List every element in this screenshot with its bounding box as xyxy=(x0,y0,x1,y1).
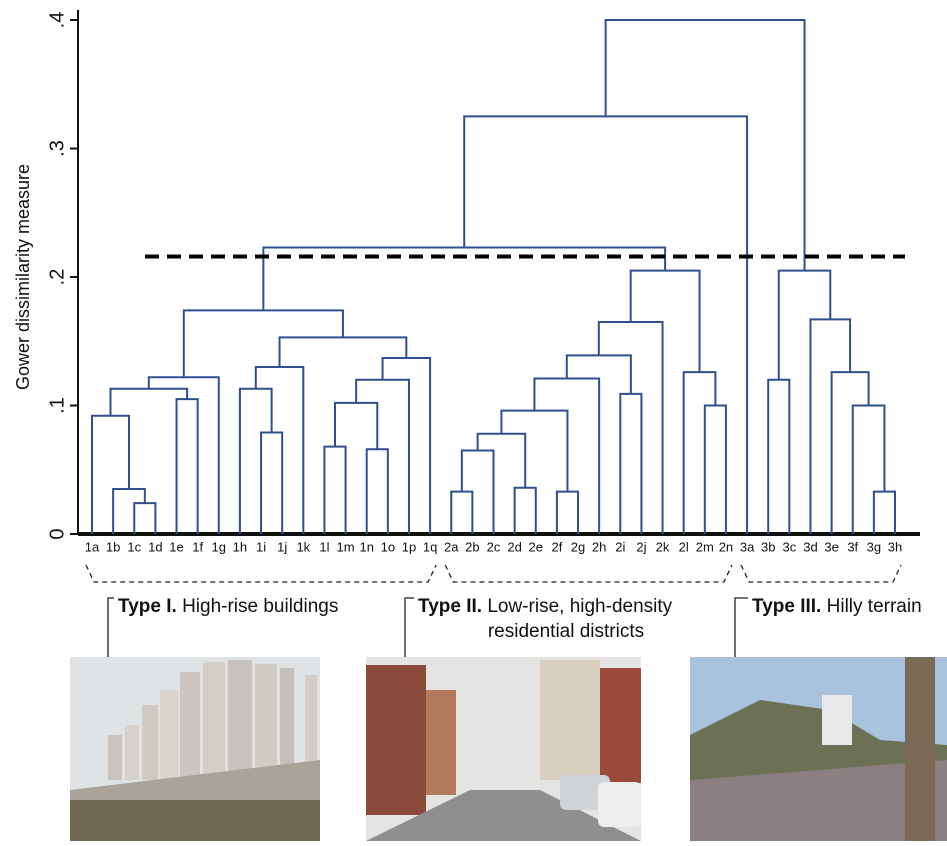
merge-link xyxy=(768,380,789,534)
leaf-label: 1d xyxy=(148,539,162,554)
leaf-label: 1j xyxy=(277,539,287,554)
merge-link xyxy=(324,447,345,534)
leaf-label: 3h xyxy=(888,539,902,554)
merge-link xyxy=(383,358,431,534)
group-name: Type III. xyxy=(752,596,821,617)
leaf-label: 3e xyxy=(824,539,838,554)
leaf-label: 1g xyxy=(212,539,226,554)
merge-link xyxy=(240,389,272,534)
merge-link xyxy=(256,367,304,534)
group-connector xyxy=(405,598,414,657)
group-bracket xyxy=(741,565,901,582)
merge-link xyxy=(501,411,567,492)
photo-hilly xyxy=(690,657,947,841)
leaf-label: 3c xyxy=(782,539,796,554)
merge-link xyxy=(606,20,805,271)
merge-link xyxy=(261,432,282,534)
merge-link xyxy=(367,449,388,534)
group-bracket xyxy=(445,565,732,582)
group-label: Type II. Low-rise, high-density xyxy=(418,596,673,617)
merge-link xyxy=(515,488,536,534)
group-description: Low-rise, high-density xyxy=(487,596,672,617)
group-name: Type II. xyxy=(418,596,482,617)
leaf-label: 1e xyxy=(169,539,183,554)
leaf-label: 1i xyxy=(256,539,266,554)
leaf-label: 2i xyxy=(615,539,625,554)
merge-link xyxy=(853,406,885,535)
y-tick-label: 0 xyxy=(46,528,68,539)
group-description: residential districts xyxy=(488,621,644,642)
merge-link xyxy=(134,503,155,534)
leaf-label: 1k xyxy=(296,539,310,554)
leaf-label: 2l xyxy=(679,539,689,554)
leaf-label: 2e xyxy=(529,539,543,554)
merge-link xyxy=(832,372,869,534)
leaf-label: 2k xyxy=(656,539,670,554)
group-label: Type I. High-rise buildings xyxy=(118,596,338,617)
merge-link xyxy=(620,394,641,534)
leaf-label: 2g xyxy=(571,539,585,554)
leaf-label: 1a xyxy=(85,539,100,554)
merge-link xyxy=(874,492,895,534)
leaf-label: 1f xyxy=(192,539,203,554)
merge-link xyxy=(335,403,377,449)
leaf-label: 1l xyxy=(319,539,329,554)
merge-link xyxy=(280,337,407,367)
leaf-label: 1o xyxy=(381,539,395,554)
y-tick-label: .4 xyxy=(46,12,68,29)
merge-link xyxy=(779,271,831,380)
leaf-label: 2c xyxy=(487,539,501,554)
y-tick-label: .2 xyxy=(46,269,68,286)
y-tick-label: .1 xyxy=(46,397,68,414)
merge-link xyxy=(684,372,716,534)
leaf-label: 1m xyxy=(337,539,355,554)
leaf-label: 1n xyxy=(359,539,373,554)
leaf-label: 2b xyxy=(465,539,479,554)
group-bracket xyxy=(86,565,436,582)
photo-high-rise xyxy=(70,657,320,841)
photo-low-rise xyxy=(366,657,641,841)
leaf-label: 3b xyxy=(761,539,775,554)
chart: Gower dissimilarity measure 0 .1 .2 .3 .4 1a 1b… xyxy=(0,0,947,841)
leaf-label: 2j xyxy=(636,539,646,554)
leaf-label: 1p xyxy=(402,539,416,554)
y-axis-label: Gower dissimilarity measure xyxy=(13,164,33,390)
y-tick-label: .3 xyxy=(46,140,68,157)
leaf-label: 3f xyxy=(847,539,858,554)
merge-link xyxy=(451,492,472,534)
group-connector xyxy=(735,598,748,657)
merge-link xyxy=(92,416,129,534)
merge-link xyxy=(113,489,145,534)
leaf-label: 1c xyxy=(127,539,141,554)
group-label: Type III. Hilly terrain xyxy=(752,596,922,617)
leaf-label: 3g xyxy=(867,539,881,554)
leaf-label: 2m xyxy=(696,539,714,554)
group-description: High-rise buildings xyxy=(182,596,338,617)
leaf-label: 1b xyxy=(106,539,120,554)
merge-link xyxy=(810,319,850,534)
group-name: Type I. xyxy=(118,596,177,617)
merge-link xyxy=(149,377,219,534)
merge-link xyxy=(177,399,198,534)
leaf-label: 2h xyxy=(592,539,606,554)
leaf-label: 2d xyxy=(507,539,521,554)
merge-link xyxy=(557,492,578,534)
leaf-label: 1h xyxy=(233,539,247,554)
merge-link xyxy=(478,434,526,488)
leaf-label: 2n xyxy=(719,539,733,554)
merge-link xyxy=(705,406,726,535)
merge-link xyxy=(599,322,663,534)
group-description: Hilly terrain xyxy=(827,596,922,617)
leaf-label: 2f xyxy=(551,539,562,554)
group-connector xyxy=(108,598,114,657)
leaf-label: 3d xyxy=(803,539,817,554)
leaf-label: 2a xyxy=(444,539,459,554)
leaf-label: 3a xyxy=(740,539,755,554)
leaf-label: 1q xyxy=(423,539,437,554)
